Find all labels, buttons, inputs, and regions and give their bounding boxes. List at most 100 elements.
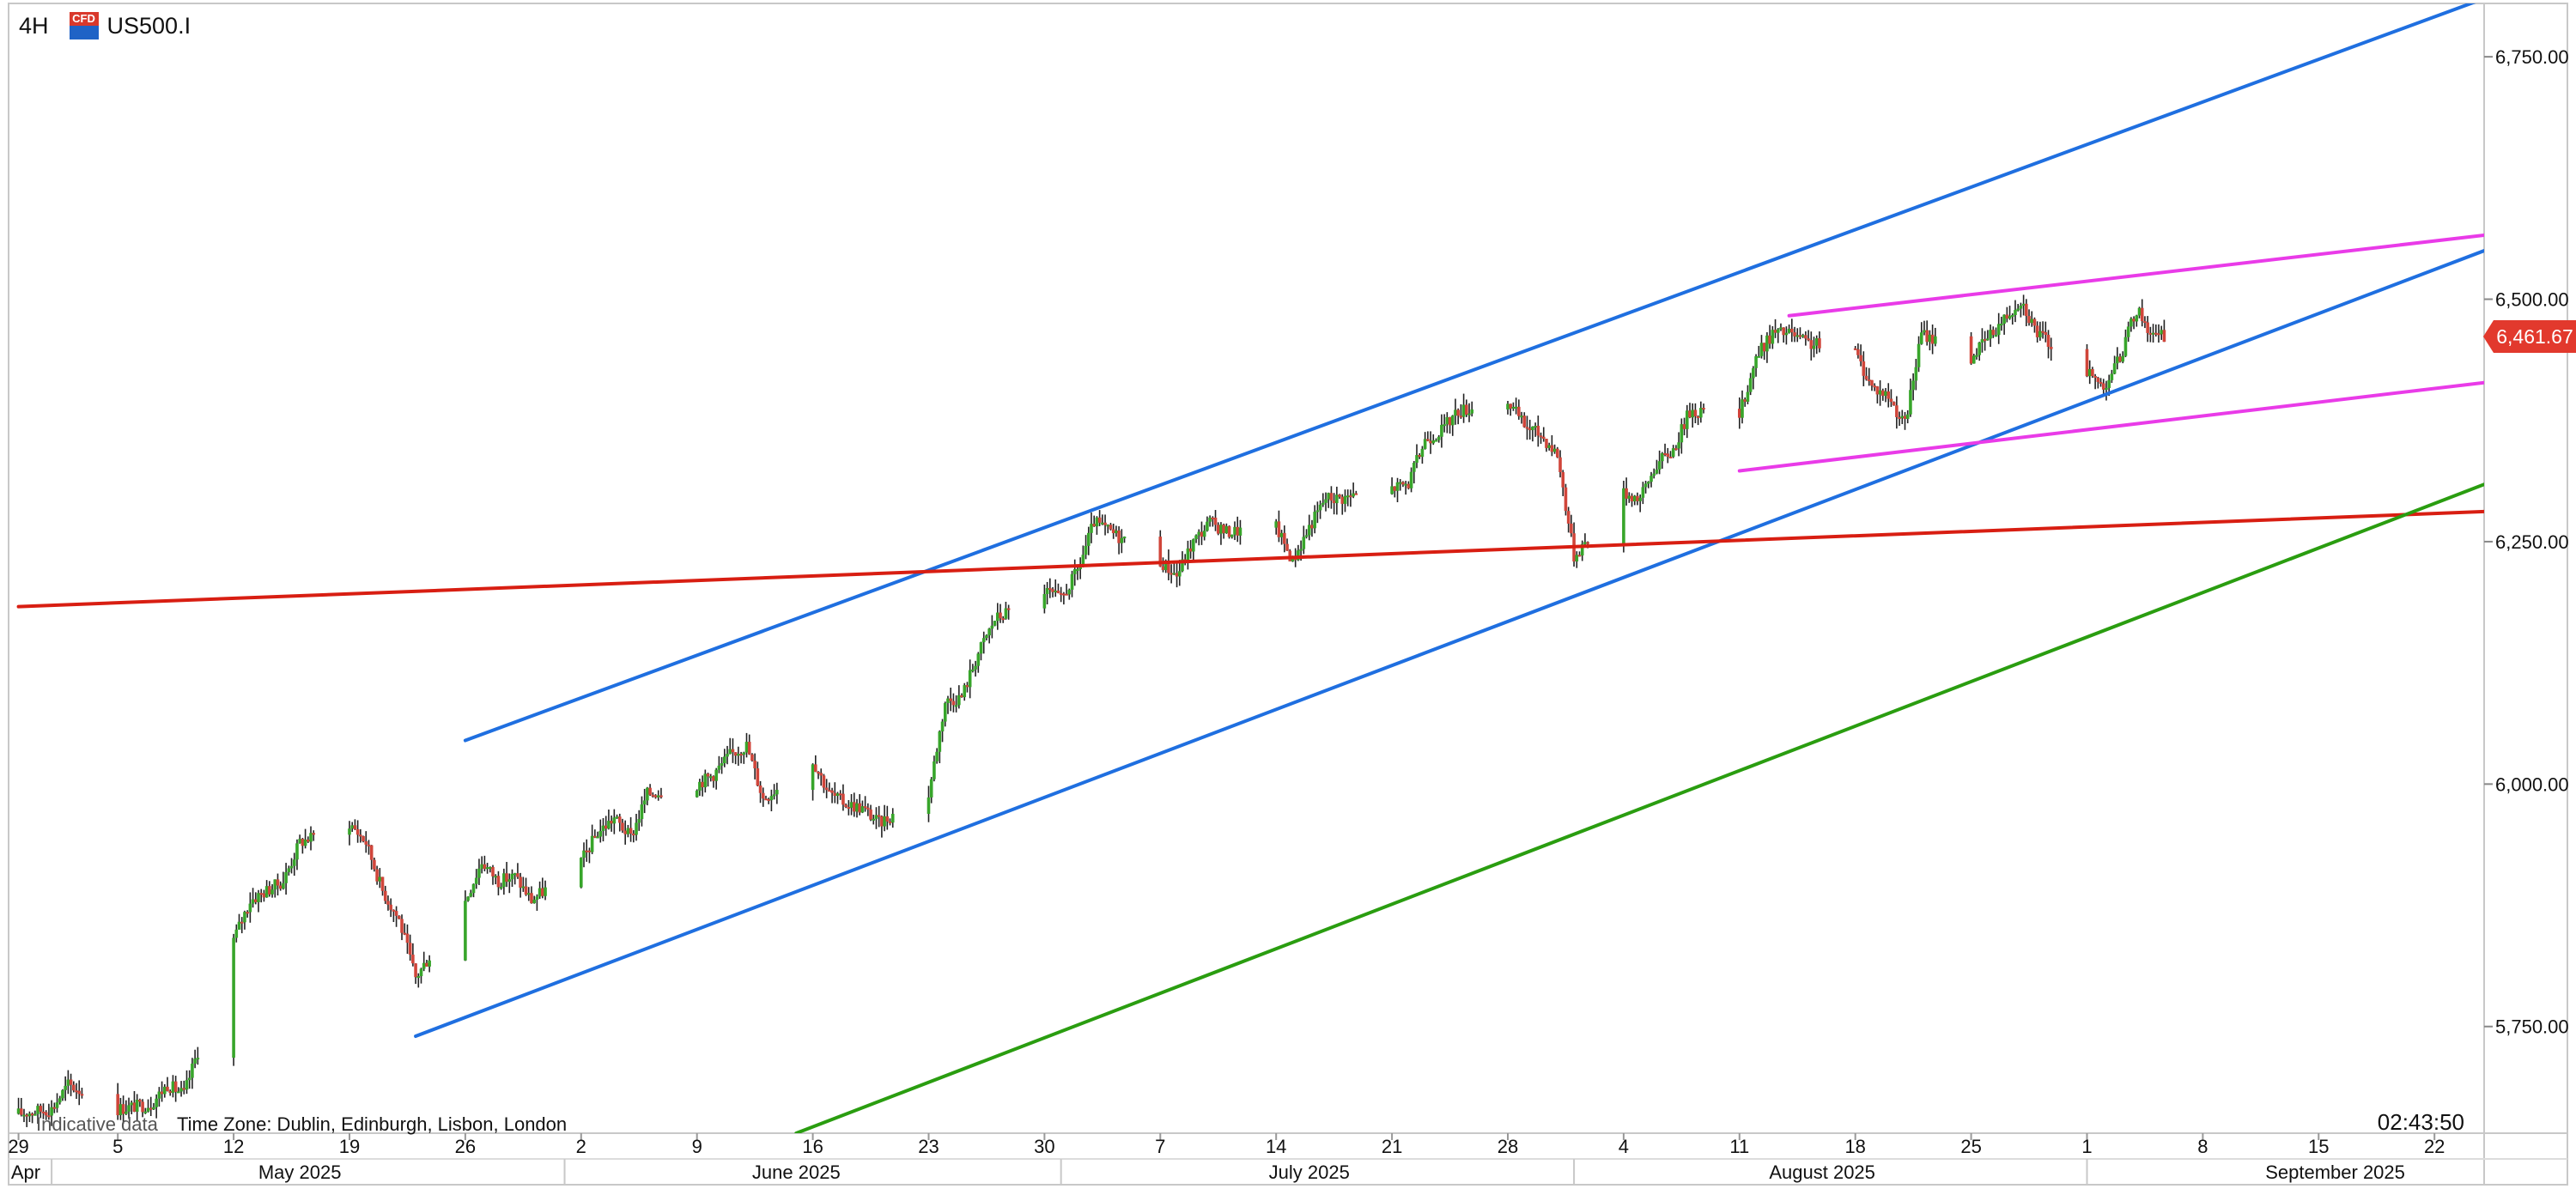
candle-body <box>1925 330 1929 343</box>
candle-body <box>1418 455 1422 458</box>
candle-body <box>1321 502 1325 505</box>
candle-body <box>1170 573 1173 575</box>
candle-body <box>1534 426 1537 428</box>
candle-body <box>375 869 379 882</box>
candle-body <box>1338 494 1341 497</box>
candle-body <box>524 886 528 895</box>
channel-line[interactable] <box>414 249 2484 1039</box>
candle-body <box>138 1100 142 1102</box>
candle-body <box>1522 416 1527 428</box>
candle-body <box>477 868 481 878</box>
candle-body <box>1632 495 1637 502</box>
candle-body <box>626 828 630 834</box>
candle-body <box>544 887 547 896</box>
candle-body <box>1550 445 1554 452</box>
candle-body <box>1636 495 1639 501</box>
candle-body <box>1561 471 1565 488</box>
candle-body <box>830 790 834 793</box>
candle-body <box>1983 339 1987 342</box>
x-tick-label: 23 <box>918 1136 939 1157</box>
candle-body <box>838 793 842 796</box>
symbol-group[interactable]: CFD US500.I <box>69 12 191 39</box>
timezone-label[interactable]: Time Zone: Dublin, Edinburgh, Lisbon, Lo… <box>177 1113 568 1135</box>
wedge-line[interactable] <box>1737 380 2484 473</box>
candle-body <box>237 921 241 930</box>
candle-body <box>516 873 519 877</box>
candle-body <box>1062 593 1066 596</box>
candle-body <box>1070 573 1074 590</box>
candle-body <box>1109 525 1113 530</box>
candle-body <box>995 612 999 622</box>
candle-body <box>1696 416 1700 418</box>
trend-line[interactable] <box>794 482 2484 1133</box>
candle-body <box>196 1058 200 1060</box>
candle-body <box>16 1108 21 1114</box>
candle-body <box>2041 331 2044 333</box>
candle-body <box>157 1091 161 1099</box>
candles-group <box>16 294 2166 1127</box>
channel-line[interactable] <box>463 0 2484 743</box>
candle-body <box>530 893 533 904</box>
x-tick-label: 7 <box>1155 1136 1165 1157</box>
candle-body <box>2148 332 2153 335</box>
candle-body <box>737 754 740 756</box>
candle-body <box>44 1112 48 1116</box>
candle-body <box>880 816 884 827</box>
candle-body <box>1917 343 1921 367</box>
candle-body <box>1299 549 1303 551</box>
candle-body <box>587 850 592 852</box>
candle-body <box>1415 455 1419 463</box>
candle-body <box>257 893 260 902</box>
candle-body <box>1754 356 1758 368</box>
candle-body <box>756 768 760 786</box>
candle-body <box>1934 336 1937 344</box>
candle-body <box>232 937 235 1059</box>
candle-body <box>1059 592 1063 595</box>
candle-body <box>1878 390 1882 395</box>
candle-body <box>2126 326 2130 337</box>
candle-body <box>1892 402 1896 406</box>
candle-body <box>1986 338 1990 341</box>
symbol-label: US500.I <box>106 12 191 39</box>
candle-body <box>469 893 473 897</box>
candle-body <box>1456 409 1460 416</box>
candle-body <box>1657 461 1662 470</box>
candle-body <box>2116 356 2119 364</box>
x-tick-label: 19 <box>339 1136 360 1157</box>
candle-body <box>116 1094 119 1116</box>
month-label: September 2025 <box>2265 1162 2405 1183</box>
candle-body <box>1420 448 1425 458</box>
candle-body <box>2154 332 2158 335</box>
candle-body <box>1652 473 1656 476</box>
candle-body <box>1856 349 1860 355</box>
candle-body <box>866 807 870 810</box>
trendlines-group[interactable] <box>16 0 2484 1133</box>
candle-body <box>653 795 658 798</box>
candle-body <box>2021 303 2026 306</box>
candle-body <box>929 779 933 798</box>
candle-body <box>262 893 266 898</box>
candle-body <box>999 612 1002 619</box>
candle-body <box>621 822 624 831</box>
candle-body <box>742 752 746 755</box>
cfd-badge-bottom <box>69 26 99 39</box>
candle-body <box>1216 525 1220 534</box>
candle-body <box>1804 335 1807 339</box>
candle-body <box>2002 314 2006 325</box>
candle-body <box>1222 525 1225 534</box>
timeframe-label[interactable]: 4H <box>19 12 49 39</box>
candle-body <box>1470 409 1474 414</box>
candle-body <box>2151 332 2155 335</box>
candle-body <box>2129 318 2133 327</box>
candle-body <box>1509 403 1512 409</box>
wedge-line[interactable] <box>1787 233 2484 318</box>
candle-body <box>1467 413 1471 416</box>
candle-body <box>361 835 365 841</box>
support-line[interactable] <box>16 509 2484 609</box>
candle-body <box>1393 486 1397 491</box>
candle-body <box>706 773 710 777</box>
candle-body <box>648 787 652 795</box>
candle-body <box>162 1086 167 1095</box>
candle-body <box>1335 494 1339 504</box>
